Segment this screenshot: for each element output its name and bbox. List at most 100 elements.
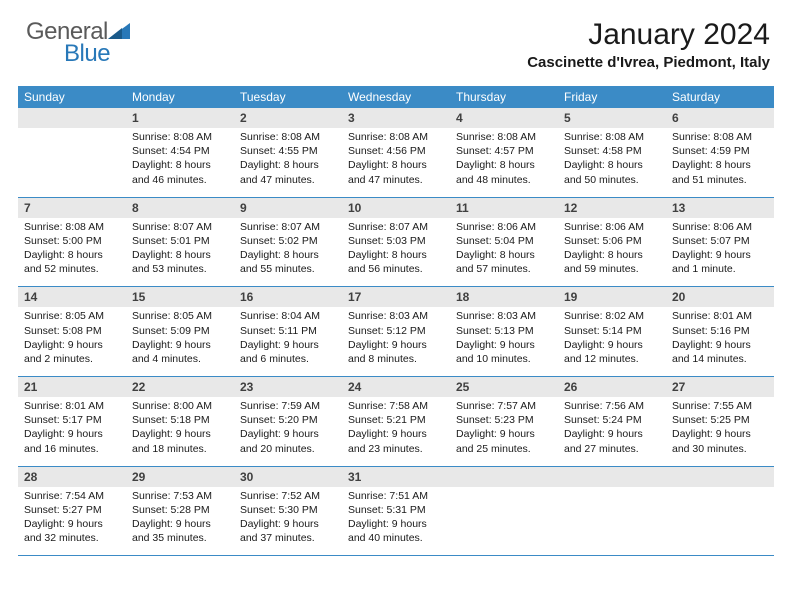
sunset-line: Sunset: 5:00 PM bbox=[24, 235, 102, 247]
day-number: 27 bbox=[666, 377, 774, 397]
daylight-line: Daylight: 9 hours and 10 minutes. bbox=[456, 339, 535, 365]
day-body: Sunrise: 7:56 AM Sunset: 5:24 PM Daylight:… bbox=[558, 397, 666, 466]
day-body: Sunrise: 8:08 AMSunset: 4:54 PMDaylight:… bbox=[126, 128, 234, 197]
dow-cell: Saturday bbox=[666, 86, 774, 108]
daylight-line: Daylight: 9 hours and 37 minutes. bbox=[240, 518, 319, 544]
daylight-line: Daylight: 9 hours and 30 minutes. bbox=[672, 428, 751, 454]
day-cell: 1Sunrise: 8:08 AMSunset: 4:54 PMDaylight… bbox=[126, 108, 234, 197]
sunrise-line: Sunrise: 8:03 AM bbox=[348, 310, 428, 322]
daylight-line: Daylight: 8 hours and 53 minutes. bbox=[132, 249, 211, 275]
sunset-line: Sunset: 5:11 PM bbox=[240, 325, 317, 337]
sunset-line: Sunset: 5:14 PM bbox=[564, 325, 642, 337]
sunset-line: Sunset: 5:12 PM bbox=[348, 325, 426, 337]
day-number: 4 bbox=[450, 108, 558, 128]
dow-cell: Tuesday bbox=[234, 86, 342, 108]
page-title: January 2024 bbox=[527, 18, 770, 52]
day-body: Sunrise: 8:06 AMSunset: 5:06 PMDaylight:… bbox=[558, 218, 666, 287]
day-cell bbox=[18, 108, 126, 197]
sunset-line: Sunset: 5:24 PM bbox=[564, 414, 642, 426]
day-body: Sunrise: 8:08 AMSunset: 4:57 PMDaylight:… bbox=[450, 128, 558, 197]
day-cell: 20Sunrise: 8:01 AMSunset: 5:16 PMDayligh… bbox=[666, 287, 774, 377]
sunset-line: Sunset: 5:07 PM bbox=[672, 235, 750, 247]
day-cell: 29Sunrise: 7:53 AMSunset: 5:28 PMDayligh… bbox=[126, 466, 234, 556]
sunrise-line: Sunrise: 8:06 AM bbox=[564, 221, 644, 233]
calendar-table: SundayMondayTuesdayWednesdayThursdayFrid… bbox=[18, 86, 774, 556]
day-body: Sunrise: 7:51 AMSunset: 5:31 PMDaylight:… bbox=[342, 487, 450, 556]
daylight-line: Daylight: 9 hours and 14 minutes. bbox=[672, 339, 751, 365]
daylight-line: Daylight: 9 hours and 16 minutes. bbox=[24, 428, 103, 454]
sunrise-line: Sunrise: 8:08 AM bbox=[564, 131, 644, 143]
day-body: Sunrise: 7:54 AM Sunset: 5:27 PM Daylight:… bbox=[18, 487, 126, 556]
sunrise-line: Sunrise: 8:08 AM bbox=[672, 131, 752, 143]
sunset-line: Sunset: 5:30 PM bbox=[240, 504, 318, 516]
sunrise-line: Sunrise: 7:53 AM bbox=[132, 490, 212, 502]
daylight-line: Daylight: 9 hours and 23 minutes. bbox=[348, 428, 427, 454]
day-cell: 19Sunrise: 8:02 AMSunset: 5:14 PMDayligh… bbox=[558, 287, 666, 377]
sunset-line: Sunset: 5:23 PM bbox=[456, 414, 534, 426]
sunset-line: Sunset: 5:27 PM bbox=[24, 504, 102, 516]
daylight-line: Daylight: 8 hours and 50 minutes. bbox=[564, 159, 643, 185]
daylight-line: Daylight: 9 hours and 25 minutes. bbox=[456, 428, 535, 454]
sunrise-line: Sunrise: 8:00 AM bbox=[132, 400, 212, 412]
daylight-line: Daylight: 9 hours and 4 minutes. bbox=[132, 339, 211, 365]
sunrise-line: Sunrise: 8:07 AM bbox=[348, 221, 428, 233]
day-number: 22 bbox=[126, 377, 234, 397]
day-cell: 5Sunrise: 8:08 AMSunset: 4:58 PMDaylight… bbox=[558, 108, 666, 197]
sunrise-line: Sunrise: 8:01 AM bbox=[24, 400, 104, 412]
sunset-line: Sunset: 5:02 PM bbox=[240, 235, 318, 247]
day-body-empty bbox=[450, 487, 558, 549]
day-body: Sunrise: 8:02 AMSunset: 5:14 PMDaylight:… bbox=[558, 307, 666, 376]
location-label: Cascinette d'Ivrea, Piedmont, Italy bbox=[527, 54, 770, 71]
sunset-line: Sunset: 5:20 PM bbox=[240, 414, 318, 426]
daylight-line: Daylight: 8 hours and 47 minutes. bbox=[348, 159, 427, 185]
sunrise-line: Sunrise: 7:56 AM bbox=[564, 400, 644, 412]
day-number: 3 bbox=[342, 108, 450, 128]
day-cell: 6Sunrise: 8:08 AMSunset: 4:59 PMDaylight… bbox=[666, 108, 774, 197]
daylight-line: Daylight: 8 hours and 52 minutes. bbox=[24, 249, 103, 275]
sunrise-line: Sunrise: 7:55 AM bbox=[672, 400, 752, 412]
day-cell: 11Sunrise: 8:06 AMSunset: 5:04 PMDayligh… bbox=[450, 197, 558, 287]
dow-cell: Monday bbox=[126, 86, 234, 108]
day-number: 7 bbox=[18, 198, 126, 218]
day-cell: 9Sunrise: 8:07 AMSunset: 5:02 PMDaylight… bbox=[234, 197, 342, 287]
day-cell: 2Sunrise: 8:08 AMSunset: 4:55 PMDaylight… bbox=[234, 108, 342, 197]
daylight-line: Daylight: 9 hours and 27 minutes. bbox=[564, 428, 643, 454]
day-cell: 26Sunrise: 7:56 AMSunset: 5:24 PMDayligh… bbox=[558, 377, 666, 467]
day-cell: 31Sunrise: 7:51 AMSunset: 5:31 PMDayligh… bbox=[342, 466, 450, 556]
sunrise-line: Sunrise: 8:08 AM bbox=[240, 131, 320, 143]
week-row: 28Sunrise: 7:54 AMSunset: 5:27 PMDayligh… bbox=[18, 466, 774, 556]
daylight-line: Daylight: 9 hours and 20 minutes. bbox=[240, 428, 319, 454]
sunset-line: Sunset: 4:56 PM bbox=[348, 145, 426, 157]
daylight-line: Daylight: 8 hours and 55 minutes. bbox=[240, 249, 319, 275]
day-body: Sunrise: 8:04 AMSunset: 5:11 PMDaylight:… bbox=[234, 307, 342, 376]
sunrise-line: Sunrise: 8:07 AM bbox=[240, 221, 320, 233]
day-cell: 4Sunrise: 8:08 AMSunset: 4:57 PMDaylight… bbox=[450, 108, 558, 197]
day-cell: 16Sunrise: 8:04 AMSunset: 5:11 PMDayligh… bbox=[234, 287, 342, 377]
dow-cell: Friday bbox=[558, 86, 666, 108]
sunrise-line: Sunrise: 7:58 AM bbox=[348, 400, 428, 412]
day-number: 13 bbox=[666, 198, 774, 218]
day-cell: 10Sunrise: 8:07 AMSunset: 5:03 PMDayligh… bbox=[342, 197, 450, 287]
daylight-line: Daylight: 9 hours and 32 minutes. bbox=[24, 518, 103, 544]
daylight-line: Daylight: 9 hours and 1 minute. bbox=[672, 249, 751, 275]
day-cell bbox=[666, 466, 774, 556]
day-cell: 30Sunrise: 7:52 AMSunset: 5:30 PMDayligh… bbox=[234, 466, 342, 556]
sunrise-line: Sunrise: 8:08 AM bbox=[24, 221, 104, 233]
day-body: Sunrise: 7:55 AMSunset: 5:25 PMDaylight:… bbox=[666, 397, 774, 466]
day-of-week-row: SundayMondayTuesdayWednesdayThursdayFrid… bbox=[18, 86, 774, 108]
day-body: Sunrise: 8:06 AMSunset: 5:07 PMDaylight:… bbox=[666, 218, 774, 287]
daylight-line: Daylight: 8 hours and 51 minutes. bbox=[672, 159, 751, 185]
daylight-line: Daylight: 8 hours and 47 minutes. bbox=[240, 159, 319, 185]
day-number: 15 bbox=[126, 287, 234, 307]
day-body-empty bbox=[18, 128, 126, 190]
sunrise-line: Sunrise: 8:06 AM bbox=[456, 221, 536, 233]
sunset-line: Sunset: 4:55 PM bbox=[240, 145, 318, 157]
day-cell: 13Sunrise: 8:06 AMSunset: 5:07 PMDayligh… bbox=[666, 197, 774, 287]
logo: General Blue bbox=[22, 18, 130, 74]
daylight-line: Daylight: 9 hours and 2 minutes. bbox=[24, 339, 103, 365]
day-cell: 17Sunrise: 8:03 AMSunset: 5:12 PMDayligh… bbox=[342, 287, 450, 377]
sunrise-line: Sunrise: 7:54 AM bbox=[24, 490, 104, 502]
day-cell: 23Sunrise: 7:59 AMSunset: 5:20 PMDayligh… bbox=[234, 377, 342, 467]
day-cell: 8Sunrise: 8:07 AMSunset: 5:01 PMDaylight… bbox=[126, 197, 234, 287]
dow-cell: Wednesday bbox=[342, 86, 450, 108]
